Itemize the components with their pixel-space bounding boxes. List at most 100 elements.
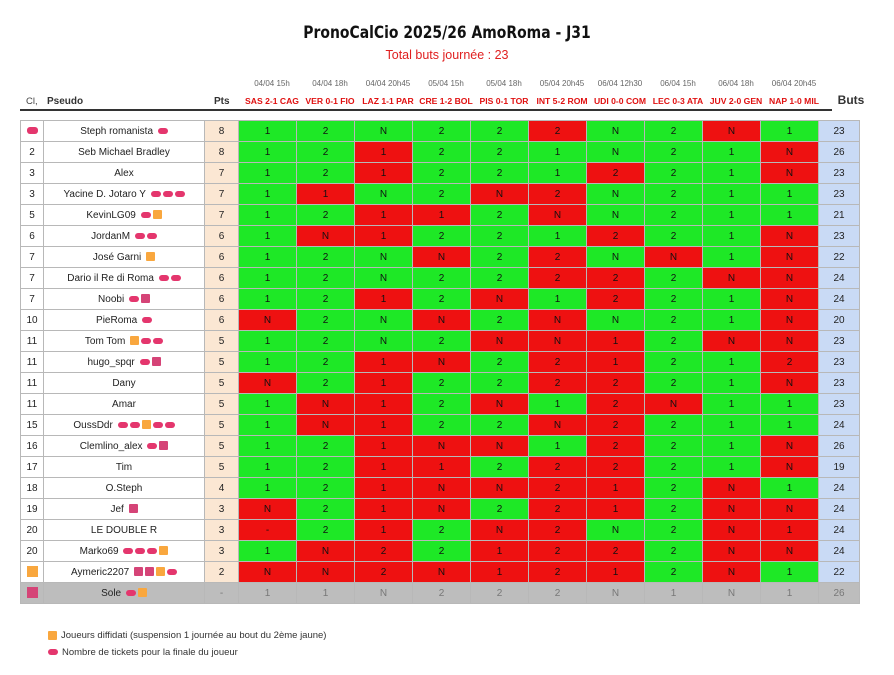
pick-cell: N: [412, 351, 471, 373]
pick-cell: 2: [412, 372, 471, 394]
player-name: Noobi: [98, 293, 125, 305]
pick-cell: 2: [412, 183, 471, 205]
pick-cell: 1: [760, 204, 819, 226]
buts-cell: 24: [818, 519, 860, 541]
player-name: Alex: [114, 167, 134, 179]
page-title: PronoCalCio 2025/26 AmoRoma - J31: [303, 23, 591, 43]
pick-cell: 2: [354, 561, 413, 583]
match-date: 05/04 20h45: [539, 79, 585, 88]
ticket-icon: [147, 442, 158, 449]
pick-cell: 1: [702, 183, 761, 205]
pick-cell: 2: [412, 267, 471, 289]
pick-cell: N: [528, 309, 587, 331]
ticket-icon: [123, 547, 134, 554]
table-row: 7 José Garni 6 1 2 N N 2 2 N N 1 N 22: [20, 246, 860, 268]
player-name: OussDdr: [73, 419, 113, 431]
points-cell: 5: [204, 435, 239, 457]
buts-cell: 24: [818, 498, 860, 520]
match-date: 04/04 18h: [312, 79, 348, 88]
table-row: 5 KevinLG09 7 1 2 1 1 2 N N 2 1 1 21: [20, 204, 860, 226]
table-row: 3 Yacine D. Jotaro Y 7 1 1 N 2 N 2 N 2 1 1 23: [20, 183, 860, 205]
legend-item: Joueurs diffidati (suspension 1 journée …: [48, 630, 326, 641]
player-name-cell: Tim: [43, 456, 205, 478]
pick-cell: N: [354, 246, 413, 268]
pick-cell: N: [238, 561, 297, 583]
pick-cell: 2: [528, 246, 587, 268]
pick-cell: N: [760, 162, 819, 184]
player-name-cell: PieRoma: [43, 309, 205, 331]
pick-cell: -: [238, 519, 297, 541]
pick-cell: 2: [470, 414, 529, 436]
buts-cell: 24: [818, 267, 860, 289]
buts-cell: 20: [818, 309, 860, 331]
match-result-label: LEC 0-3 ATA: [652, 96, 704, 106]
pick-cell: 2: [528, 540, 587, 562]
rank-cell: 7: [20, 288, 44, 310]
rank-cell: [20, 582, 44, 604]
pick-cell: 2: [470, 267, 529, 289]
pink-square-icon: [140, 294, 150, 304]
pick-cell: 1: [238, 267, 297, 289]
match-result-label: CRE 1-2 BOL: [419, 96, 473, 106]
pick-cell: N: [412, 561, 471, 583]
pick-cell: N: [412, 309, 471, 331]
player-name-cell: Seb Michael Bradley: [43, 141, 205, 163]
table-row-sole: Sole -1 1 N 2 2 2 N 1 N 1 26: [20, 582, 860, 604]
pick-cell: 1: [238, 351, 297, 373]
pick-cell: N: [702, 561, 761, 583]
player-name-cell: Alex: [43, 162, 205, 184]
pick-cell: N: [760, 288, 819, 310]
pick-cell: N: [702, 498, 761, 520]
buts-cell: 22: [818, 246, 860, 268]
pick-cell: 2: [528, 456, 587, 478]
player-name: hugo_spqr: [87, 356, 135, 368]
player-name-cell: hugo_spqr: [43, 351, 205, 373]
player-name-cell: LE DOUBLE R: [43, 519, 205, 541]
pick-cell: 2: [296, 477, 355, 499]
pick-cell: 1: [354, 225, 413, 247]
table-row: 17 Tim 5 1 2 1 1 2 2 2 2 1 N 19: [20, 456, 860, 478]
pick-cell: 1: [238, 477, 297, 499]
pick-cell: 1: [702, 162, 761, 184]
pick-cell: 2: [296, 162, 355, 184]
player-name-cell: Sole: [43, 582, 205, 604]
pick-cell: 2: [412, 540, 471, 562]
points-cell: 6: [204, 309, 239, 331]
pick-cell: 1: [238, 393, 297, 415]
table-row: 20 LE DOUBLE R 3-2 1 2 N 2 N 2 N 1 24: [20, 519, 860, 541]
pick-cell: N: [354, 267, 413, 289]
standings-table: Steph romanista 8 1 2 N 2 2 2 N 2 N 1 23 2 Seb Michae…: [20, 120, 860, 604]
pick-cell: 1: [760, 120, 819, 142]
pick-cell: 2: [644, 309, 703, 331]
player-name-cell: Dany: [43, 372, 205, 394]
suspension-warning-icon: [130, 336, 140, 346]
player-name-cell: Steph romanista: [43, 120, 205, 142]
table-row: Aymeric2207 2 N N 2 N 1 2 1 2 N 1 22: [20, 561, 860, 583]
points-cell: 7: [204, 162, 239, 184]
pick-cell: 1: [760, 477, 819, 499]
pick-cell: 2: [644, 351, 703, 373]
pick-cell: 2: [412, 225, 471, 247]
pick-cell: 1: [354, 141, 413, 163]
pick-cell: N: [470, 519, 529, 541]
match-result-label: NAP 1-0 MIL: [769, 96, 819, 106]
rank-cell: 3: [20, 183, 44, 205]
pick-cell: 2: [470, 498, 529, 520]
pick-cell: 1: [702, 393, 761, 415]
col-header-pts: Pts: [214, 96, 230, 107]
legend-text: Joueurs diffidati (suspension 1 journée …: [61, 630, 327, 641]
match-result-label: VER 0-1 FIO: [305, 96, 355, 106]
pick-cell: 1: [702, 246, 761, 268]
ticket-icon: [125, 589, 136, 596]
pick-cell: N: [586, 141, 645, 163]
pick-cell: 1: [702, 204, 761, 226]
player-name-cell: Amar: [43, 393, 205, 415]
player-name-cell: Aymeric2207: [43, 561, 205, 583]
pick-cell: 1: [760, 414, 819, 436]
pick-cell: 2: [586, 456, 645, 478]
rank-cell: 11: [20, 372, 44, 394]
rank-cell: 17: [20, 456, 44, 478]
legend-item: Nombre de tickets pour la finale du joue…: [48, 647, 238, 658]
ticket-icon: [141, 337, 152, 344]
table-row: 11 Amar 5 1 N 1 2 N 1 2 N 1 1 23: [20, 393, 860, 415]
